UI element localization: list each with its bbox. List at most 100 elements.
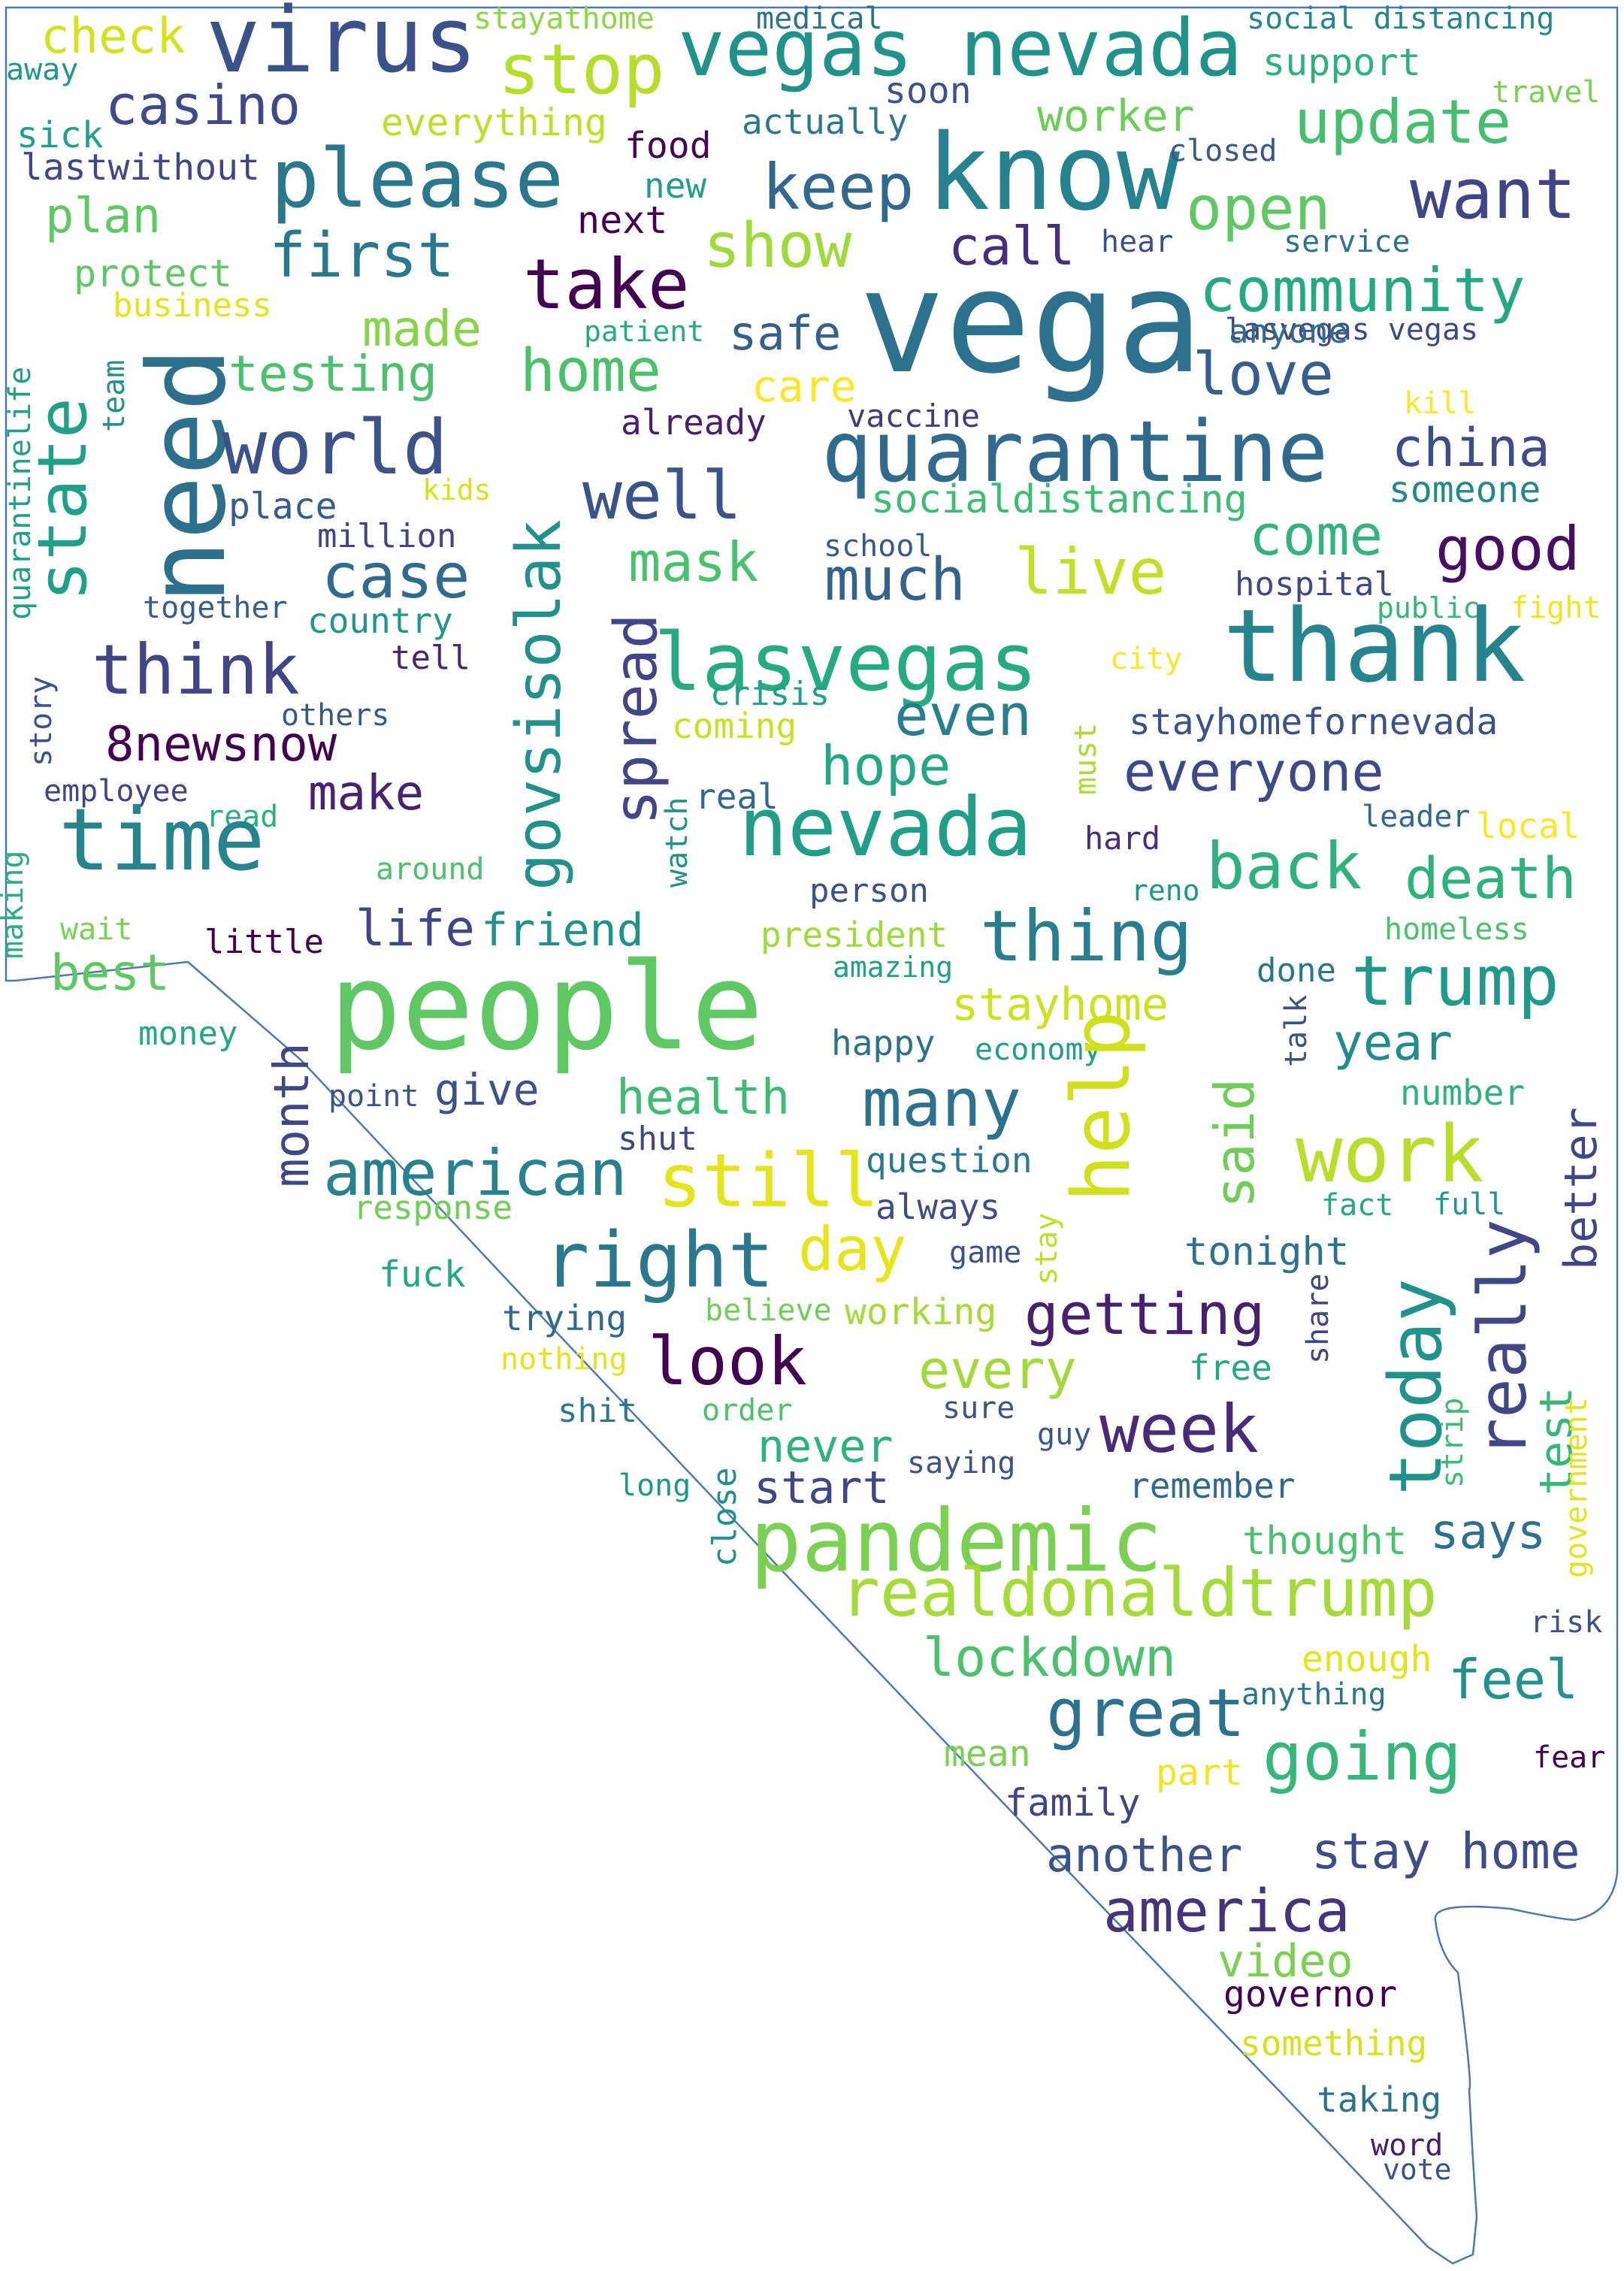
word-china: china — [1392, 417, 1550, 479]
word-trying: trying — [502, 1298, 627, 1338]
word-team: team — [97, 360, 132, 432]
word-sick: sick — [17, 114, 104, 156]
word-vega: vega — [859, 239, 1203, 405]
word-read: read — [206, 800, 278, 834]
word-kill: kill — [1404, 386, 1476, 421]
word-watch: watch — [660, 797, 694, 888]
word-tonight: tonight — [1184, 1229, 1349, 1275]
word-stop: stop — [498, 29, 665, 110]
word-shut: shut — [618, 1120, 697, 1158]
word-pandemic: pandemic — [750, 1491, 1163, 1591]
word-patient: patient — [584, 315, 704, 348]
word-going: going — [1263, 1718, 1462, 1795]
word-reno: reno — [1131, 874, 1200, 907]
word-food: food — [624, 125, 712, 167]
word-many: many — [862, 1064, 1021, 1142]
word-employee: employee — [44, 774, 189, 809]
word-stayhomefornevada: stayhomefornevada — [1129, 701, 1498, 743]
word-american: american — [323, 1136, 628, 1210]
word-great: great — [1046, 1674, 1245, 1752]
word-take: take — [523, 244, 690, 325]
word-done: done — [1257, 951, 1336, 990]
word-lockdown: lockdown — [923, 1627, 1176, 1689]
word-start: start — [754, 1462, 890, 1514]
word-please: please — [271, 132, 564, 226]
word-america: america — [1103, 1878, 1350, 1946]
word-back: back — [1206, 829, 1362, 904]
word-fight: fight — [1511, 591, 1601, 625]
word-little: little — [204, 923, 324, 961]
word-good: good — [1435, 514, 1580, 584]
word-fuck: fuck — [379, 1253, 466, 1296]
word-homeless: homeless — [1384, 912, 1529, 947]
word-closed: closed — [1169, 134, 1278, 168]
word-week: week — [1099, 1390, 1259, 1468]
word-saying: saying — [907, 1446, 1016, 1480]
word-strip: strip — [1435, 1398, 1470, 1488]
word-home: home — [520, 337, 661, 405]
word-free: free — [1189, 1347, 1272, 1388]
word-thought: thought — [1242, 1519, 1407, 1564]
word-life: life — [355, 900, 475, 957]
word-word: word — [1371, 2128, 1443, 2163]
word-lasvegas: lasvegas — [654, 616, 1038, 709]
word-response: response — [353, 1189, 513, 1227]
nevada-outline — [5, 6, 1619, 2265]
word-work: work — [1296, 1108, 1483, 1200]
word-around: around — [376, 852, 485, 887]
word-game: game — [949, 1235, 1021, 1270]
word-nothing: nothing — [501, 1342, 628, 1377]
word-away: away — [6, 53, 78, 87]
word-anyone: anyone — [1229, 313, 1348, 351]
word-taking: taking — [1317, 2079, 1441, 2120]
word-hear: hear — [1101, 225, 1173, 259]
word-order: order — [702, 1393, 792, 1428]
word-says: says — [1430, 1504, 1546, 1560]
word-country: country — [307, 600, 453, 641]
word-trump: trump — [1351, 941, 1559, 1021]
word-close: close — [706, 1468, 744, 1567]
word-want: want — [1410, 154, 1577, 234]
word-lastwithout: lastwithout — [21, 147, 260, 189]
word-every: every — [918, 1339, 1077, 1401]
word-tell: tell — [391, 639, 470, 677]
word-everything: everything — [381, 101, 607, 144]
word-mean: mean — [944, 1733, 1031, 1775]
word-shit: shit — [558, 1392, 637, 1430]
word-hospital: hospital — [1235, 565, 1394, 603]
word-economy: economy — [975, 1033, 1102, 1067]
word-world: world — [222, 404, 448, 491]
word-help: help — [1055, 1011, 1148, 1202]
word-people: people — [329, 936, 764, 1077]
word-first: first — [269, 220, 455, 292]
word-must: must — [1069, 723, 1103, 795]
word-soon: soon — [885, 70, 972, 112]
word-new: new — [644, 165, 706, 206]
word-vaccine: vaccine — [847, 398, 980, 434]
word-story: story — [24, 676, 59, 767]
word-question: question — [866, 1140, 1033, 1181]
word-said: said — [1203, 1078, 1266, 1208]
word-feel: feel — [1448, 1648, 1578, 1711]
word-next: next — [577, 198, 667, 242]
word-vegas-nevada: vegas nevada — [678, 2, 1242, 94]
word-quarantine: quarantine — [821, 404, 1328, 501]
word-casino: casino — [105, 74, 301, 137]
word-lasvegas-vegas: lasvegas vegas — [1225, 313, 1478, 347]
word-travel: travel — [1492, 75, 1601, 110]
word-show: show — [703, 210, 852, 282]
word-others: others — [281, 698, 390, 733]
word-today: today — [1374, 1278, 1458, 1495]
word-kids: kids — [422, 473, 491, 507]
word-health: health — [616, 1070, 790, 1126]
word-public: public — [1377, 591, 1480, 624]
word-community: community — [1199, 256, 1525, 325]
word-socialdistancing: socialdistancing — [871, 477, 1247, 522]
word-local: local — [1476, 806, 1580, 846]
word-hope: hope — [821, 734, 951, 797]
word-month: month — [265, 1042, 320, 1187]
word-day: day — [798, 1214, 907, 1284]
word-fear: fear — [1533, 1740, 1605, 1775]
word-plan: plan — [45, 189, 161, 244]
word-really: really — [1464, 1219, 1541, 1458]
